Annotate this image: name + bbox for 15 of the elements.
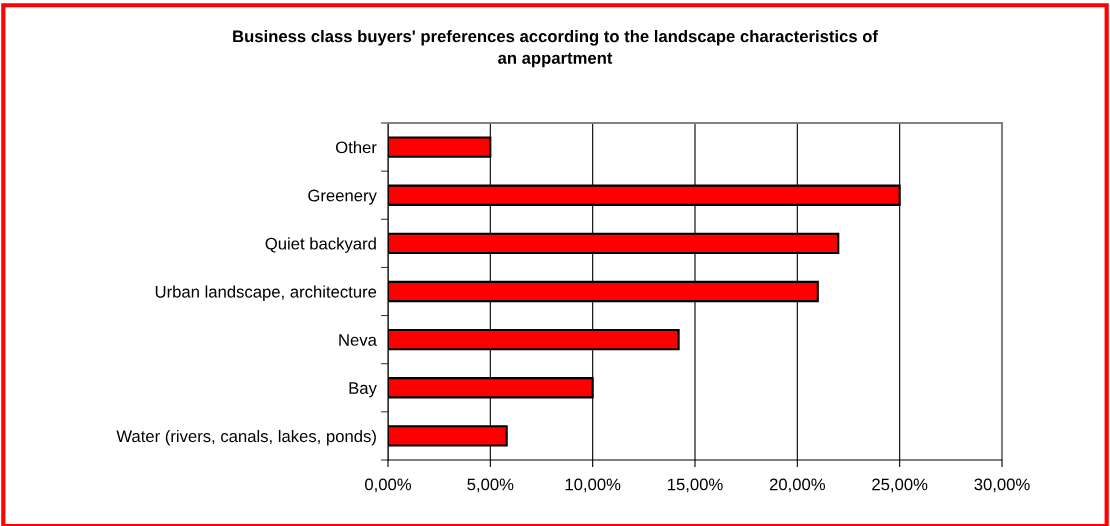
y-tick-label: Urban landscape, architecture — [155, 285, 377, 301]
x-tick-label: 0,00% — [365, 478, 412, 493]
y-tick-label: Greenery — [308, 189, 377, 205]
y-tick-label: Neva — [339, 334, 377, 346]
y-tick-label: Bay — [349, 382, 377, 398]
x-tick-label: 30,00% — [974, 478, 1030, 493]
x-tick-label: 20,00% — [769, 478, 826, 493]
x-tick-label: 15,00% — [668, 478, 723, 493]
chart-title: Business class buyers' preferences according to the landscape characteristics of an appartment — [233, 30, 879, 68]
x-tick-label: 5,00% — [467, 478, 514, 493]
x-tick-label: 25,00% — [872, 478, 928, 493]
y-tick-label: Other — [336, 141, 377, 154]
x-tick-label: 10,00% — [565, 478, 621, 493]
y-tick-label: Quiet backyard — [265, 237, 376, 253]
y-tick-label: Water (rivers, canals, lakes, ponds) — [116, 429, 376, 446]
